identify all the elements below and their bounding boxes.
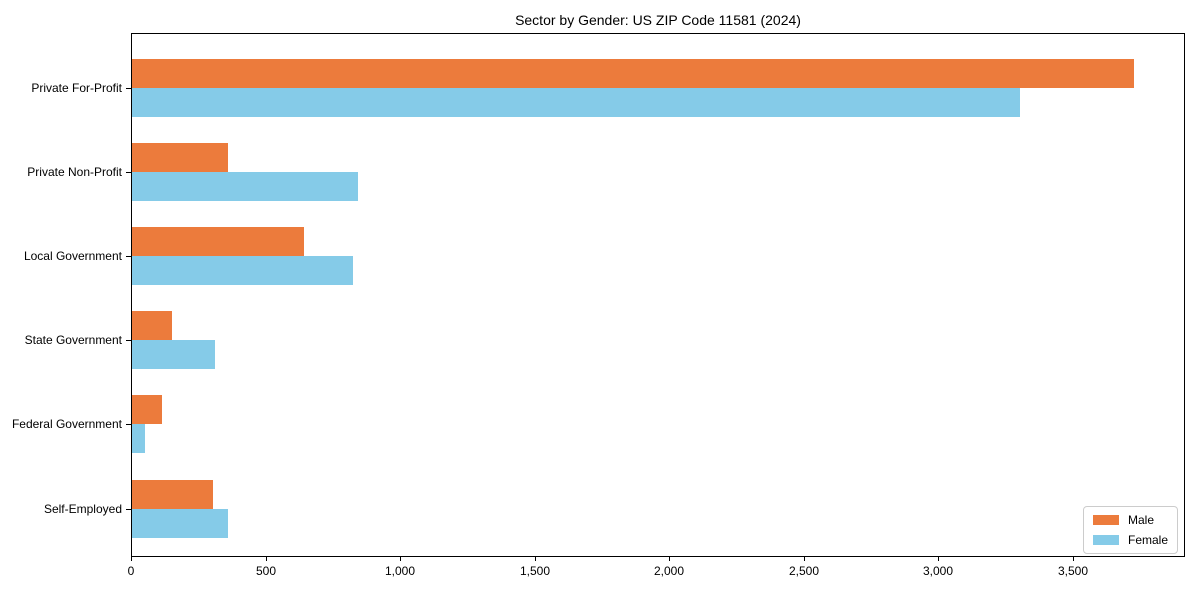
y-tick-mark: [126, 172, 131, 174]
bar-male-3: [132, 227, 304, 257]
x-tick-label: 1,000: [384, 564, 416, 578]
legend-label: Male: [1127, 513, 1154, 527]
x-tick-label: 2,500: [788, 564, 820, 578]
x-tick-label: 0: [127, 564, 135, 578]
chart-title: Sector by Gender: US ZIP Code 11581 (202…: [515, 12, 801, 28]
x-tick-label: 500: [255, 564, 277, 578]
y-category-label: Local Government: [23, 249, 122, 264]
x-tick-label: 1,500: [519, 564, 551, 578]
y-category-label: State Government: [24, 333, 122, 348]
bar-male-1: [132, 59, 1134, 88]
legend-item-male: Male: [1092, 513, 1168, 527]
bar-female-5: [132, 424, 145, 454]
y-tick-mark: [126, 508, 131, 510]
x-tick-mark: [400, 557, 401, 561]
legend: Male Female: [1082, 506, 1178, 554]
bar-female-2: [132, 172, 358, 202]
y-category-label: Private Non-Profit: [27, 165, 122, 180]
plot-area: Male Female: [131, 33, 1185, 557]
legend-label: Female: [1127, 533, 1168, 547]
x-tick-mark: [669, 557, 670, 561]
x-tick-mark: [804, 557, 805, 561]
x-tick-mark: [535, 557, 536, 561]
x-tick-mark: [131, 557, 132, 561]
bar-female-1: [132, 88, 1020, 117]
bar-female-4: [132, 340, 215, 370]
legend-swatch-female: [1092, 535, 1119, 545]
x-tick-mark: [266, 557, 267, 561]
bar-male-6: [132, 479, 213, 509]
bar-male-2: [132, 143, 228, 173]
x-tick-label: 3,500: [1057, 564, 1089, 578]
legend-item-female: Female: [1092, 533, 1168, 547]
y-category-label: Private For-Profit: [31, 81, 122, 95]
y-category-label: Self-Employed: [43, 501, 122, 516]
y-tick-mark: [126, 340, 131, 342]
y-category-label: Federal Government: [11, 417, 122, 432]
x-tick-label: 3,000: [922, 564, 954, 578]
x-tick-mark: [938, 557, 939, 561]
y-tick-mark: [126, 424, 131, 426]
bar-male-5: [132, 395, 162, 425]
x-tick-mark: [1073, 557, 1074, 561]
bar-male-4: [132, 311, 172, 341]
y-tick-mark: [126, 256, 131, 258]
bar-female-3: [132, 256, 353, 286]
bar-female-6: [132, 508, 228, 538]
x-tick-label: 2,000: [653, 564, 685, 578]
legend-swatch-male: [1092, 515, 1119, 525]
y-tick-mark: [126, 88, 131, 89]
